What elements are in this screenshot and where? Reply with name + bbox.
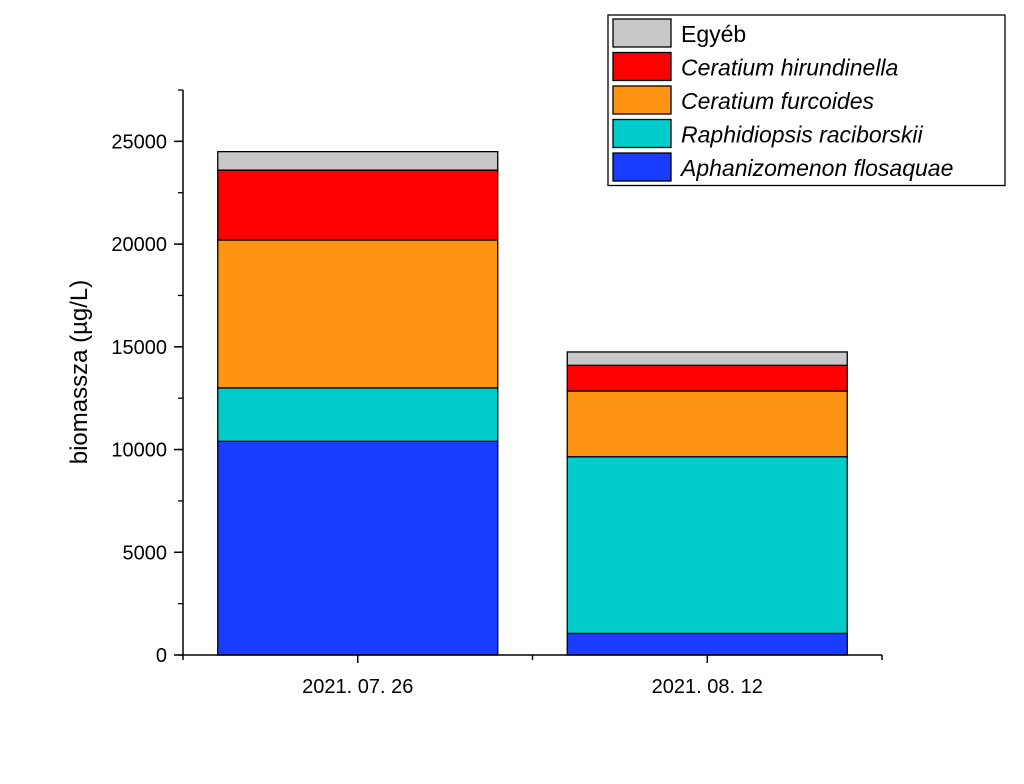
axes-layer: 2021. 07. 26 2021. 08. 12 0 5000 10000 15000 2… [111,89,883,698]
legend-label: Egyéb [681,21,746,47]
y-tick-label: 15000 [111,337,167,359]
y-tick-label: 5000 [123,542,168,564]
bar-segment-1-series-2 [217,387,499,442]
y-tick-label: 20000 [111,234,167,256]
legend-label: Ceratium hirundinella [681,55,898,81]
bar-segment-1-series-1 [217,440,499,656]
y-axis-title: biomassza (µg/L) [66,280,93,465]
bar-segment-2-series-3 [566,390,848,458]
y-tick-label: 25000 [111,131,167,153]
legend: Egyéb Ceratium hirundinella Ceratium furco… [607,14,1006,187]
legend-label: Raphidiopsis raciborskii [681,122,923,148]
bar-segment-1-series-4 [217,169,499,241]
legend-swatch [612,118,672,149]
bar-segment-1-series-5 [217,150,499,171]
legend-label: Ceratium furcoides [681,88,875,114]
x-tick-label: 2021. 07. 26 [302,676,413,698]
bars-layer [217,150,848,656]
bar-segment-2-series-5 [566,351,848,366]
x-tick-label: 2021. 08. 12 [652,676,763,698]
bar-segment-2-series-1 [566,632,848,656]
legend-box [607,14,1006,187]
y-tick-label: 10000 [111,440,167,462]
legend-swatch [612,18,672,48]
legend-swatch [612,152,672,182]
bar-segment-2-series-2 [566,456,848,635]
bar-segment-2-series-4 [566,364,848,392]
legend-swatch [612,85,672,115]
legend-swatch [612,51,672,82]
legend-label: Aphanizomenon flosaquae [679,155,953,181]
y-tick-label: 0 [156,645,167,667]
bar-segment-1-series-3 [217,239,499,389]
